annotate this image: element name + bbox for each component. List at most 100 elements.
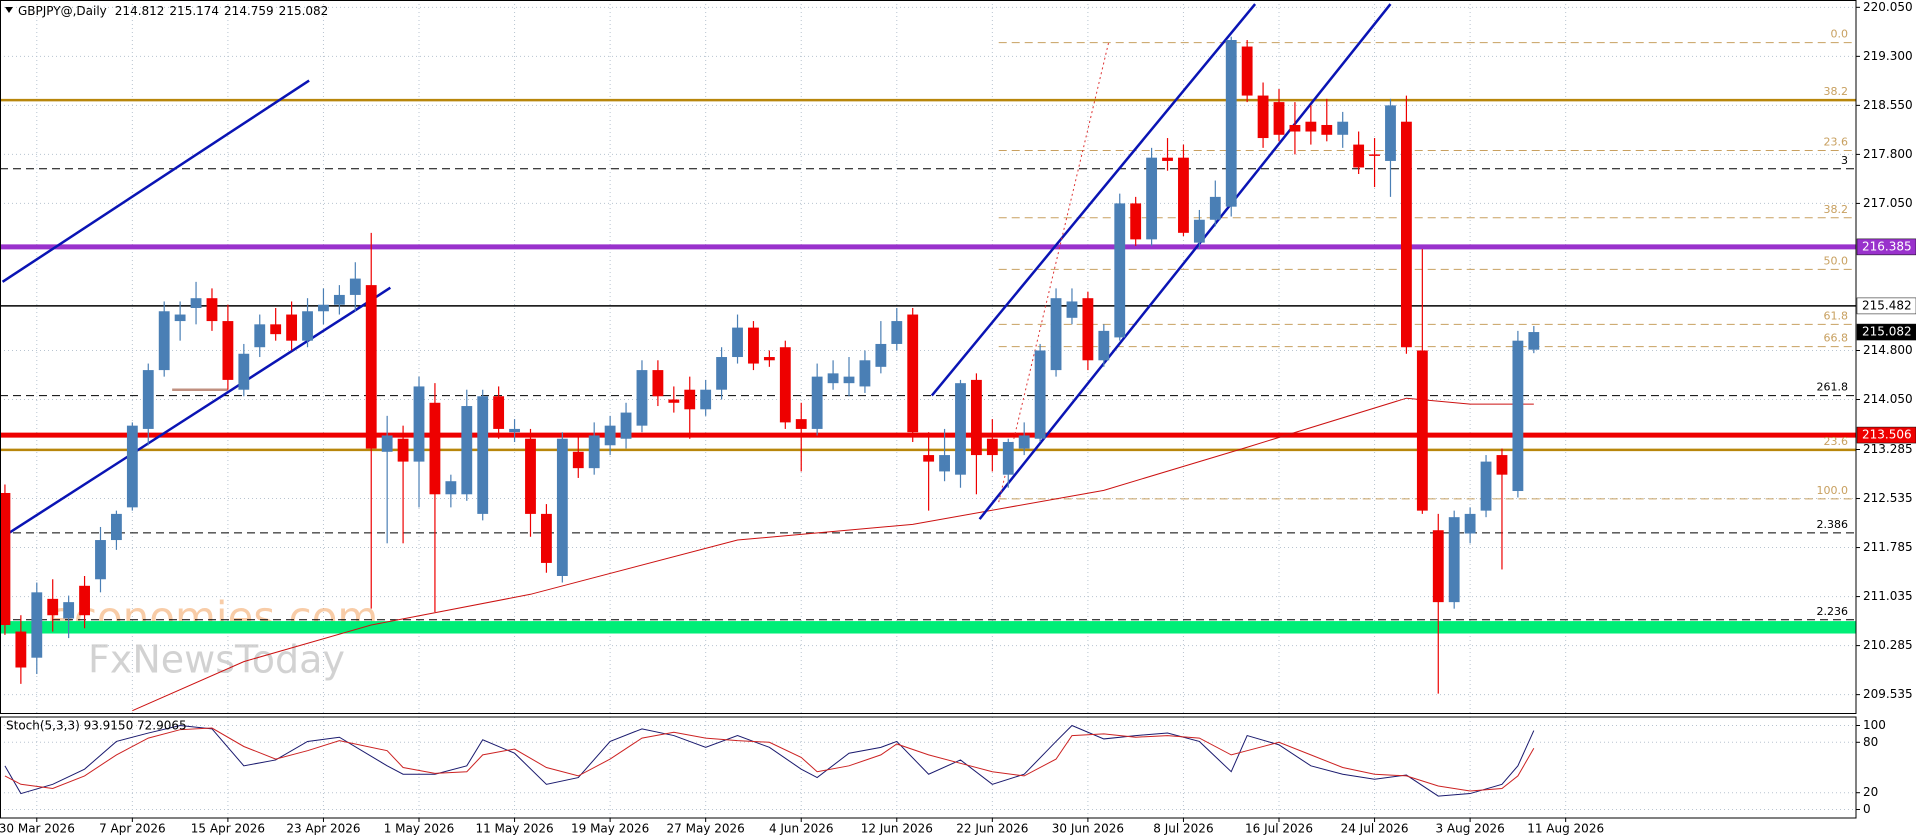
candle-body — [1034, 350, 1046, 439]
candle-body — [126, 425, 138, 508]
stoch-line — [4, 724, 1535, 797]
candle-body — [620, 412, 632, 439]
candle-body — [1464, 513, 1476, 534]
menu-arrow[interactable] — [5, 7, 13, 13]
candle-body — [381, 435, 393, 452]
candle-body — [1098, 330, 1110, 361]
price-box — [1856, 426, 1916, 444]
x-tick-label: 30 Jun 2026 — [1052, 822, 1124, 836]
y-tick-label: 100 — [1863, 718, 1886, 732]
candle-body — [142, 370, 154, 429]
x-tick-label: 7 Apr 2026 — [99, 822, 166, 836]
level-label: 100.0 — [1817, 484, 1849, 497]
candle-body — [174, 314, 186, 322]
level-label: 2.236 — [1817, 605, 1849, 618]
candle-body — [1130, 203, 1142, 240]
candle-body — [1432, 530, 1444, 603]
candle-body — [939, 455, 950, 472]
candle-body — [1400, 121, 1412, 348]
candle-body — [1162, 157, 1173, 161]
level-label: 61.8 — [1824, 309, 1849, 322]
trendline — [978, 3, 1392, 520]
candle-body — [1289, 124, 1301, 132]
x-tick-label: 11 May 2026 — [475, 822, 553, 836]
candle-body — [190, 298, 202, 308]
candle-body — [254, 324, 266, 348]
candle-body — [111, 513, 122, 541]
candle-body — [1082, 298, 1094, 361]
price-box-label: 216.385 — [1862, 239, 1912, 253]
candle-body — [1321, 124, 1333, 135]
x-tick-label: 1 May 2026 — [384, 822, 455, 836]
y-tick-label: 219.300 — [1863, 49, 1913, 63]
x-tick-label: 15 Apr 2026 — [191, 822, 265, 836]
candle-body — [1385, 105, 1396, 161]
candle-body — [1257, 95, 1269, 139]
candle-body — [1416, 350, 1428, 511]
level-label: 38.2 — [1824, 203, 1849, 216]
candle-body — [827, 373, 839, 384]
candle-body — [1496, 455, 1508, 475]
y-tick-label: 212.535 — [1863, 491, 1913, 505]
candle-body — [588, 435, 600, 469]
candle-body — [891, 321, 903, 344]
y-tick-label: 210.285 — [1863, 638, 1913, 652]
candle-body — [509, 428, 520, 433]
candle-body — [445, 481, 457, 495]
candle-body — [365, 285, 377, 449]
candle-body — [1225, 40, 1237, 207]
price-box-label: 215.082 — [1862, 325, 1912, 339]
candle-body — [397, 438, 409, 462]
y-tick-label: 80 — [1863, 735, 1878, 749]
level-label: 2.386 — [1817, 518, 1849, 531]
y-tick-label: 211.785 — [1863, 540, 1913, 554]
candle-body — [1353, 144, 1365, 168]
candle-body — [1512, 340, 1524, 492]
candle-body — [1002, 441, 1014, 475]
level-label: 23.6 — [1824, 135, 1849, 148]
level-label: 261.8 — [1817, 381, 1849, 394]
candle-body — [986, 438, 998, 456]
price-box — [1856, 297, 1916, 315]
candle-body — [795, 419, 807, 429]
candle-body — [636, 370, 648, 426]
candle-body — [31, 592, 43, 658]
zone — [0, 621, 1856, 634]
candle-body — [1528, 332, 1540, 350]
candle-body — [95, 540, 106, 580]
candle-body — [413, 386, 425, 462]
candle-body — [668, 399, 680, 403]
symbol: GBPJPY@,Daily — [18, 4, 107, 18]
y-tick-label: 213.285 — [1863, 442, 1913, 456]
candle-body — [541, 513, 552, 563]
y-tick-label: 0 — [1863, 802, 1871, 816]
candle-body — [1273, 102, 1285, 135]
candle-body — [302, 311, 313, 341]
price-box-label: 215.482 — [1862, 298, 1912, 312]
candle-body — [493, 396, 505, 429]
x-tick-label: 4 Jun 2026 — [769, 822, 834, 836]
trendline — [998, 42, 1110, 503]
level-label: 23.6 — [1824, 435, 1849, 448]
y-tick-label: 214.800 — [1863, 343, 1913, 357]
candle-body — [1018, 435, 1030, 449]
price-box-label: 213.506 — [1862, 428, 1912, 442]
candle-body — [970, 379, 982, 456]
candle-body — [158, 311, 170, 371]
watermark: economies.com — [48, 593, 378, 642]
candle-body — [955, 383, 966, 475]
candle-body — [923, 455, 935, 462]
y-tick-label: 218.550 — [1863, 98, 1913, 112]
candle-body — [79, 585, 90, 616]
candle-body — [1337, 121, 1349, 135]
candle-body — [1480, 461, 1492, 511]
candle-body — [63, 602, 75, 619]
candle-body — [684, 389, 696, 410]
level-label: 50.0 — [1824, 254, 1849, 267]
x-tick-label: 12 Jun 2026 — [861, 822, 933, 836]
y-tick-label: 211.035 — [1863, 589, 1913, 603]
main-panel: economies.comFxNewsToday0.038.223.6338.2… — [0, 0, 1856, 713]
chart-header: GBPJPY@,Daily 214.812 215.174 214.759 215.08… — [18, 4, 328, 18]
stoch-label: Stoch(5,3,3) 93.9150 72.9065 — [6, 719, 187, 733]
